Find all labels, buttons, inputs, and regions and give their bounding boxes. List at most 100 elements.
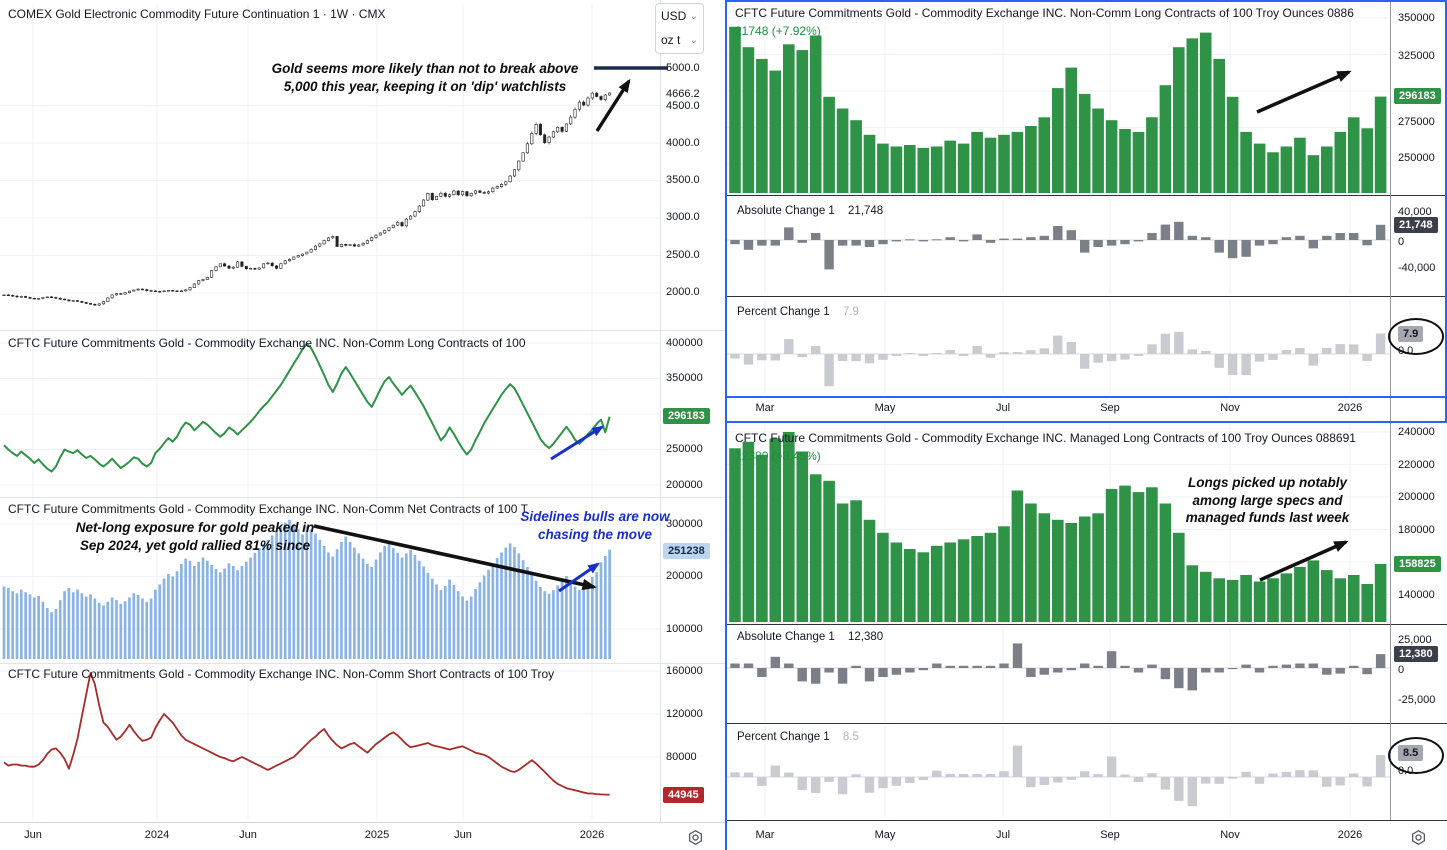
price-tick-last: 4666.2 — [666, 88, 700, 100]
time-tick: Jun — [24, 829, 42, 841]
currency-selector[interactable]: USD ⌄ — [656, 4, 703, 28]
price-tick: 250000 — [666, 443, 703, 455]
drawing-arrow[interactable] — [558, 562, 600, 593]
drawing-arrow[interactable] — [550, 425, 605, 461]
time-tick: Jun — [239, 829, 257, 841]
price-tick: 300000 — [666, 518, 703, 530]
abs-change-value: 12,380 — [848, 631, 884, 643]
price-tick: 0 — [1398, 236, 1405, 248]
time-tick: Sep — [1100, 402, 1120, 414]
pct-change-value: 8.5 — [842, 731, 859, 743]
abs-change-label: Absolute Change 1 — [737, 205, 835, 217]
price-tick: 200000 — [666, 479, 703, 491]
time-tick: Jul — [995, 402, 1011, 414]
sidelines-annotation-text[interactable]: Sidelines bulls are now chasing the move — [520, 509, 670, 542]
price-tick: 350000 — [666, 372, 703, 384]
abs-change-header-A: Absolute Change 1 21,748 — [737, 205, 883, 217]
symbol-title: COMEX Gold Electronic Commodity Future C… — [8, 7, 386, 21]
abs-change-badge-A: 21,748 — [1394, 217, 1438, 233]
time-tick: May — [874, 402, 896, 414]
pct-change-label: Percent Change 1 — [737, 731, 830, 743]
time-tick: Jun — [454, 829, 472, 841]
groupA-value-change: 21748 (+7.92%) — [735, 24, 821, 38]
price-tick: 250000 — [1398, 152, 1435, 164]
last-value-badge-groupB: 158825 — [1394, 556, 1441, 572]
abs-change-badge-B: 12,380 — [1394, 646, 1438, 662]
price-tick: 40,000 — [1398, 206, 1432, 218]
price-tick: 325000 — [1398, 50, 1435, 62]
price-tick: 140000 — [1398, 589, 1435, 601]
instrument-settings-icon[interactable] — [687, 829, 704, 850]
managed-longs-annotation-text[interactable]: Longs picked up notably among large spec… — [1185, 475, 1350, 526]
last-value-badge-noncomm-short: 44945 — [663, 787, 704, 803]
time-tick: 2026 — [1337, 829, 1363, 841]
groupA-title: CFTC Future Commitments Gold - Commodity… — [735, 6, 1354, 20]
drawing-arrow[interactable] — [1259, 540, 1349, 582]
pct-change-value: 7.9 — [842, 306, 859, 318]
groupB-title: CFTC Future Commitments Gold - Commodity… — [735, 431, 1356, 445]
price-tick: -25,000 — [1398, 694, 1436, 706]
price-tick: 2000.0 — [666, 286, 700, 298]
drawing-arrow[interactable] — [313, 524, 597, 591]
right-chart-canvas[interactable] — [727, 0, 1447, 850]
pct-change-badge-B: 8.5 — [1398, 745, 1424, 761]
price-tick: 5000.0 — [666, 62, 700, 74]
abs-change-value: 21,748 — [848, 205, 884, 217]
time-tick: 2024 — [144, 829, 170, 841]
price-tick: 2500.0 — [666, 249, 700, 261]
pct-change-label: Percent Change 1 — [737, 306, 830, 318]
groupB-value-change: 12380 (+8.45%) — [735, 449, 821, 463]
price-tick: 0.0 — [1398, 345, 1414, 357]
last-value-badge-groupA: 296183 — [1394, 88, 1441, 104]
price-tick: 100000 — [666, 623, 703, 635]
time-tick: Jul — [995, 829, 1011, 841]
price-tick: 25,000 — [1398, 634, 1432, 646]
price-tick: 0 — [1398, 664, 1405, 676]
price-tick: 4500.0 — [666, 100, 700, 112]
price-tick: 200000 — [1398, 491, 1435, 503]
time-tick: May — [874, 829, 896, 841]
abs-change-label: Absolute Change 1 — [737, 631, 835, 643]
left-chart-canvas[interactable] — [0, 0, 727, 850]
price-tick: 3500.0 — [666, 174, 700, 186]
time-tick: 2026 — [1337, 402, 1363, 414]
abs-change-header-B: Absolute Change 1 12,380 — [737, 631, 883, 643]
time-tick: Sep — [1100, 829, 1120, 841]
pane3-title: CFTC Future Commitments Gold - Commodity… — [8, 502, 528, 516]
price-tick: 0.0 — [1398, 765, 1414, 777]
price-tick: 275000 — [1398, 116, 1435, 128]
time-tick: 2026 — [579, 829, 605, 841]
drawing-arrow[interactable] — [595, 78, 631, 132]
pct-change-header-B: Percent Change 1 8.5 — [737, 731, 859, 743]
currency-label: USD — [661, 9, 687, 23]
pane2-title: CFTC Future Commitments Gold - Commodity… — [8, 336, 526, 350]
price-tick: -40,000 — [1398, 262, 1436, 274]
last-value-badge-noncomm-net: 251238 — [663, 543, 710, 559]
weight-unit-selector[interactable]: oz t ⌄ — [656, 28, 703, 52]
gold-annotation-text[interactable]: Gold seems more likely than not to break… — [271, 61, 579, 94]
chevron-down-icon: ⌄ — [689, 34, 698, 46]
net-long-annotation-text[interactable]: Net-long exposure for gold peaked in Sep… — [75, 520, 315, 553]
time-tick: Mar — [755, 829, 775, 841]
price-tick: 3000.0 — [666, 211, 700, 223]
pct-change-badge-A: 7.9 — [1398, 326, 1424, 342]
price-tick: 180000 — [1398, 524, 1435, 536]
drawing-arrow[interactable] — [1256, 70, 1352, 114]
pct-change-header-A: Percent Change 1 7.9 — [737, 306, 859, 318]
price-tick: 200000 — [666, 570, 703, 582]
price-tick: 4000.0 — [666, 137, 700, 149]
instrument-settings-icon[interactable] — [1410, 829, 1427, 850]
chevron-down-icon: ⌄ — [689, 10, 698, 22]
time-tick: Nov — [1220, 402, 1240, 414]
price-tick: 160000 — [666, 665, 703, 677]
price-tick: 350000 — [1398, 12, 1435, 24]
price-axis-unit-selector: USD ⌄ oz t ⌄ — [655, 3, 704, 54]
price-tick: 400000 — [666, 337, 703, 349]
price-tick: 220000 — [1398, 459, 1435, 471]
time-tick: Mar — [755, 402, 775, 414]
pane4-title: CFTC Future Commitments Gold - Commodity… — [8, 667, 555, 681]
price-tick: 80000 — [666, 751, 697, 763]
price-tick: 120000 — [666, 708, 703, 720]
last-value-badge-noncomm-long: 296183 — [663, 408, 710, 424]
